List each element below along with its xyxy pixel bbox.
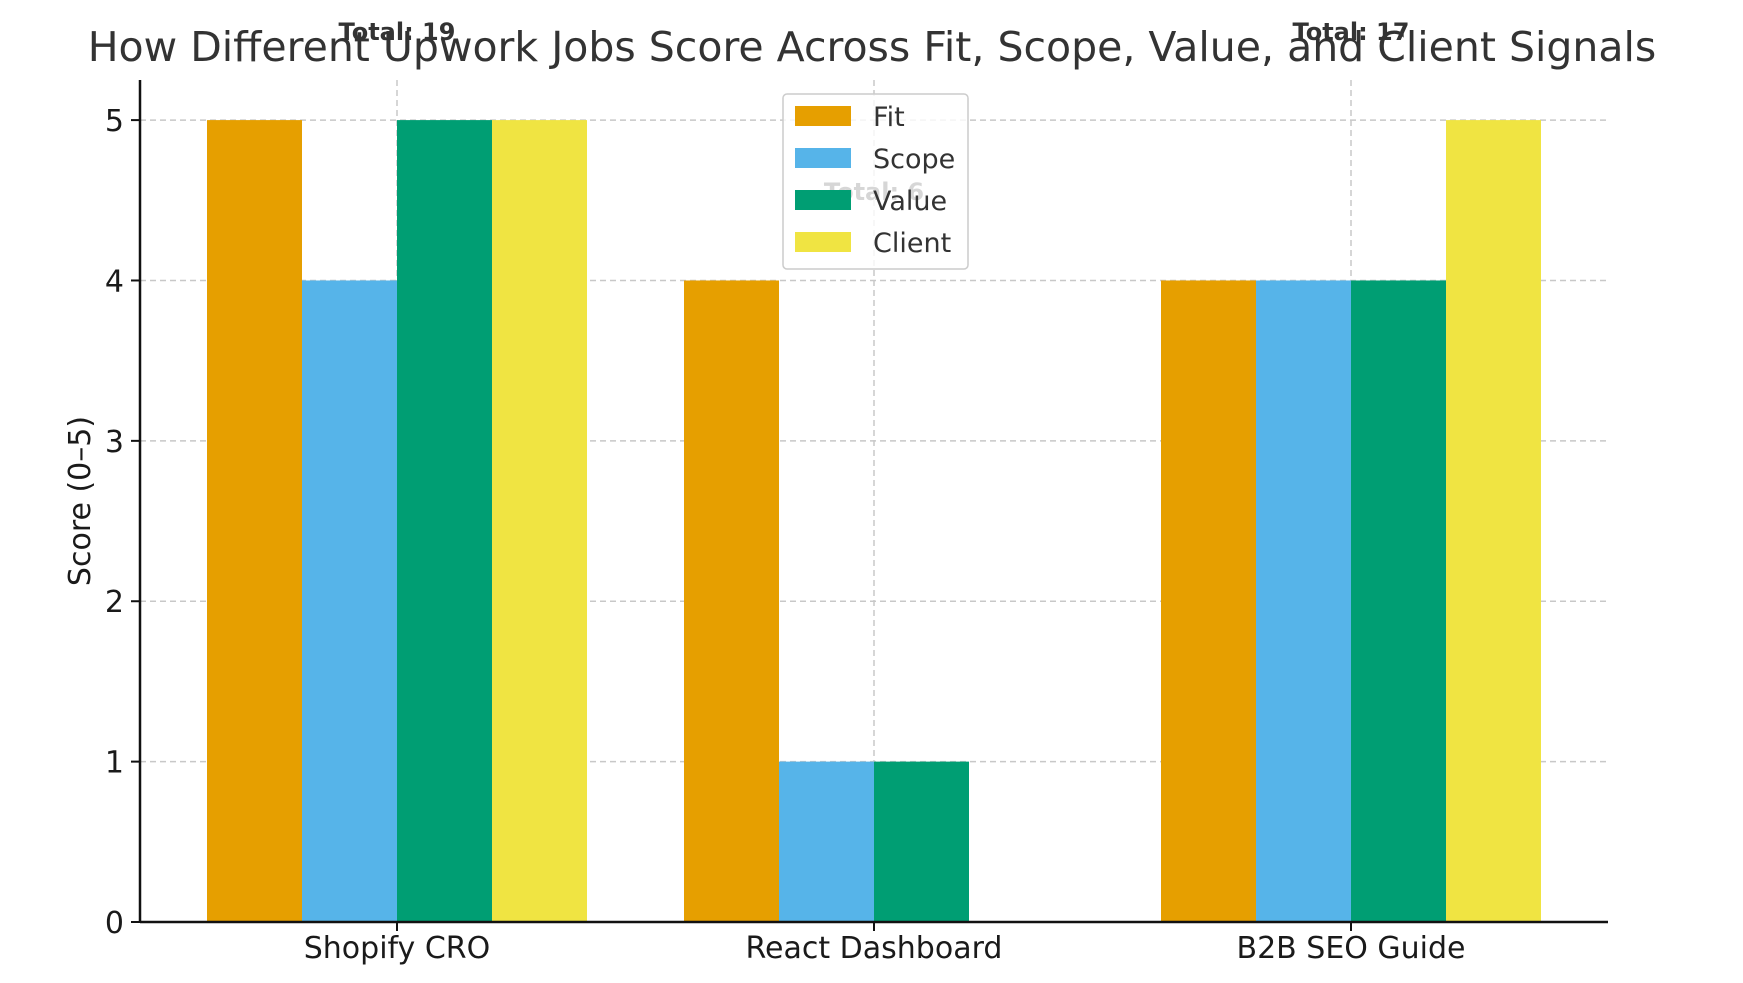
bar-client-b2b-seo-guide — [1446, 120, 1541, 923]
y-tick-label: 5 — [105, 104, 124, 139]
y-axis-label: Score (0–5) — [63, 416, 98, 586]
axes: 0 1 2 3 4 5 Shopify CRO React Dashboard B2B SEO … — [105, 80, 1608, 966]
bar-value-react-dashboard — [874, 761, 969, 922]
bar-fit-react-dashboard — [684, 280, 779, 922]
legend-swatch-client — [795, 232, 851, 252]
legend-label-value: Value — [873, 186, 947, 217]
bar-client-shopify-cro — [492, 120, 587, 923]
x-tick-label: B2B SEO Guide — [1236, 931, 1465, 966]
chart-title: How Different Upwork Jobs Score Across F… — [88, 23, 1657, 71]
x-tick-label: Shopify CRO — [304, 931, 491, 966]
bar-scope-b2b-seo-guide — [1256, 280, 1351, 922]
total-label: Total: 17 — [1293, 18, 1410, 46]
y-tick-label: 3 — [105, 425, 124, 460]
legend-swatch-fit — [795, 106, 851, 126]
y-tick-label: 2 — [105, 585, 124, 620]
bar-scope-shopify-cro — [302, 280, 397, 922]
legend-swatch-value — [795, 190, 851, 210]
legend-label-client: Client — [873, 228, 951, 259]
legend-label-fit: Fit — [873, 102, 905, 133]
y-tick-label: 4 — [105, 264, 124, 299]
x-tick-label: React Dashboard — [746, 931, 1003, 966]
bar-fit-b2b-seo-guide — [1161, 280, 1256, 922]
bar-scope-react-dashboard — [779, 761, 874, 922]
legend-label-scope: Scope — [873, 144, 955, 175]
legend: Fit Scope Value Client — [782, 93, 969, 270]
bars — [207, 120, 1541, 923]
bar-fit-shopify-cro — [207, 120, 302, 923]
legend-box — [782, 93, 969, 270]
bar-value-shopify-cro — [397, 120, 492, 923]
total-label: Total: 19 — [339, 18, 456, 46]
y-tick-label: 1 — [105, 746, 124, 781]
bar-value-b2b-seo-guide — [1351, 280, 1446, 922]
y-tick-label: 0 — [105, 906, 124, 941]
legend-swatch-scope — [795, 148, 851, 168]
